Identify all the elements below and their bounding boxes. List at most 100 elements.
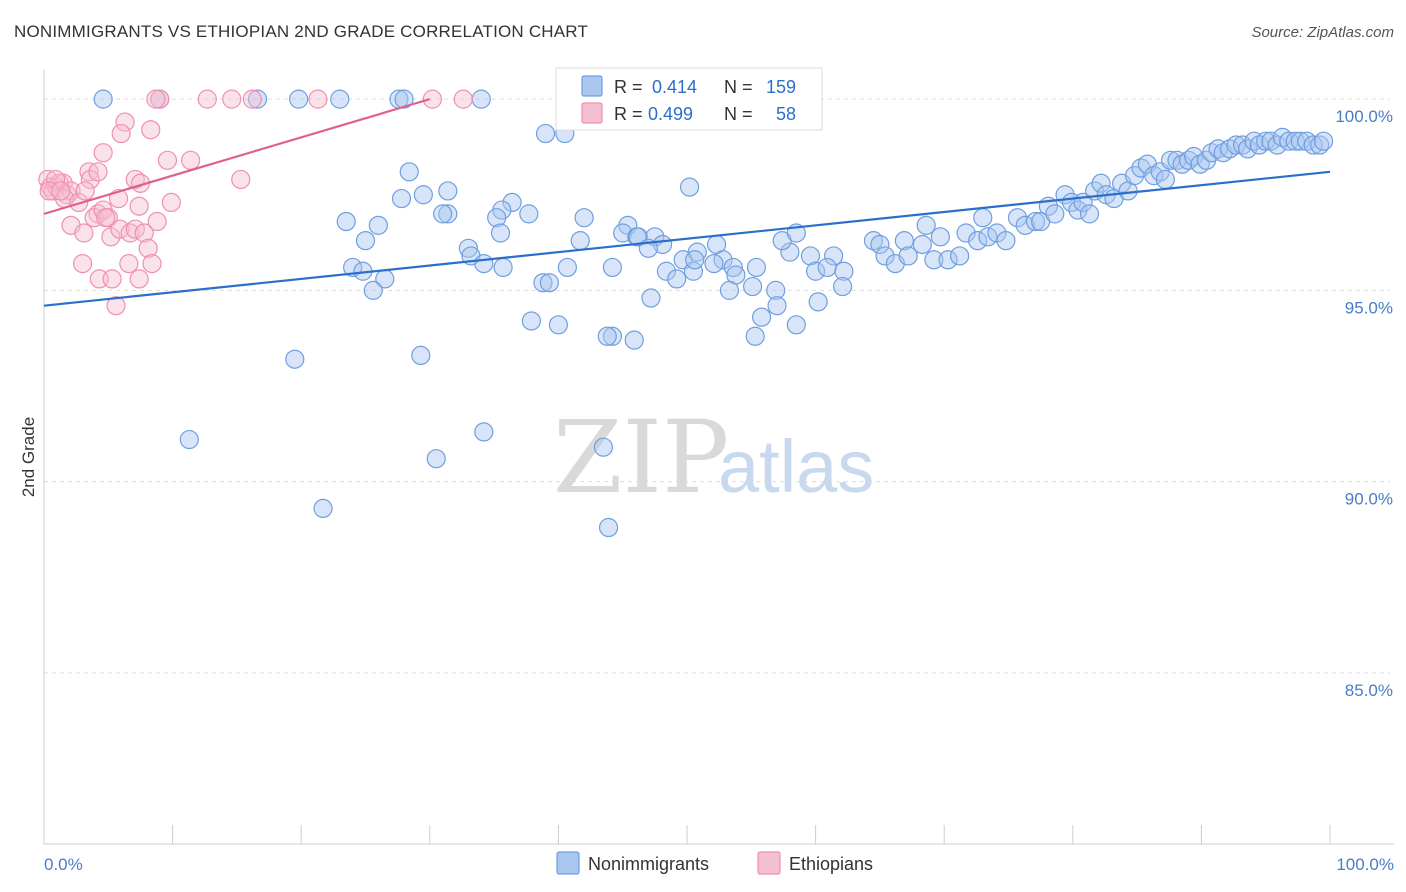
legend-n-value-2: 58 <box>776 104 796 124</box>
x-tick-label-max: 100.0% <box>1336 855 1394 874</box>
series-ethiopians <box>38 89 473 316</box>
x-tick-label-min: 0.0% <box>44 855 83 874</box>
legend-swatch-nonimmigrants <box>581 75 603 97</box>
point-ethiopians-35 <box>161 192 181 212</box>
point-ethiopians-49 <box>119 254 139 274</box>
point-ethiopians-39 <box>147 211 167 232</box>
point-nonimmigrants-9 <box>535 123 556 144</box>
point-ethiopians-27 <box>61 181 81 201</box>
point-nonimmigrants-35 <box>533 273 553 293</box>
point-nonimmigrants-124 <box>1285 131 1305 151</box>
point-nonimmigrants-134 <box>745 326 765 346</box>
point-nonimmigrants-80 <box>1007 208 1028 228</box>
point-ethiopians-9 <box>111 123 131 144</box>
point-nonimmigrants-57 <box>805 261 826 281</box>
chart-title: NONIMMIGRANTS VS ETHIOPIAN 2ND GRADE COR… <box>14 22 589 41</box>
point-nonimmigrants-143 <box>685 250 705 270</box>
point-nonimmigrants-116 <box>1238 139 1258 159</box>
point-ethiopians-16 <box>88 162 108 182</box>
point-nonimmigrants-49 <box>641 288 661 308</box>
point-ethiopians-15 <box>80 169 100 190</box>
point-nonimmigrants-14 <box>519 204 539 224</box>
point-nonimmigrants-34 <box>363 280 383 300</box>
point-ethiopians-34 <box>129 196 149 216</box>
point-nonimmigrants-153 <box>598 517 619 538</box>
point-nonimmigrants-129 <box>1313 131 1334 151</box>
bottom-legend-label-nonimmigrants: Nonimmigrants <box>588 854 709 874</box>
point-ethiopians-57 <box>51 181 71 201</box>
bottom-legend-swatch-ethiopians <box>757 851 781 875</box>
point-ethiopians-19 <box>231 169 251 190</box>
point-nonimmigrants-38 <box>602 257 623 278</box>
point-ethiopians-41 <box>74 223 94 243</box>
point-ethiopians-1 <box>146 89 166 109</box>
point-nonimmigrants-0 <box>93 89 113 109</box>
point-ethiopians-5 <box>308 89 328 109</box>
chart-source: Source: ZipAtlas.com <box>1251 24 1394 41</box>
point-nonimmigrants-53 <box>780 242 800 262</box>
point-nonimmigrants-152 <box>313 498 333 518</box>
point-ethiopians-2 <box>197 89 217 109</box>
point-nonimmigrants-151 <box>426 449 446 469</box>
legend-r-value-1: 0.414 <box>652 77 697 97</box>
point-nonimmigrants-115 <box>1232 135 1253 155</box>
point-nonimmigrants-18 <box>336 211 356 232</box>
point-nonimmigrants-141 <box>597 326 617 346</box>
point-nonimmigrants-3 <box>289 89 309 109</box>
point-ethiopians-7 <box>453 89 473 109</box>
point-nonimmigrants-45 <box>723 257 743 278</box>
point-nonimmigrants-65 <box>894 231 914 251</box>
point-nonimmigrants-156 <box>433 204 453 224</box>
point-nonimmigrants-64 <box>875 246 895 266</box>
point-ethiopians-56 <box>39 181 59 201</box>
point-nonimmigrants-147 <box>411 345 431 365</box>
point-ethiopians-28 <box>45 169 66 190</box>
point-nonimmigrants-82 <box>1025 211 1046 232</box>
point-nonimmigrants-13 <box>502 192 522 212</box>
point-ethiopians-50 <box>129 269 149 289</box>
point-nonimmigrants-145 <box>667 269 687 289</box>
point-nonimmigrants-29 <box>474 254 494 274</box>
point-ethiopians-55 <box>96 208 116 228</box>
point-nonimmigrants-97 <box>1124 166 1145 186</box>
watermark: ZIP atlas <box>553 399 874 516</box>
point-ethiopians-17 <box>125 169 145 190</box>
point-nonimmigrants-148 <box>179 429 199 450</box>
point-nonimmigrants-150 <box>593 437 614 457</box>
point-nonimmigrants-102 <box>1155 169 1175 190</box>
point-ethiopians-53 <box>102 269 122 289</box>
bottom-legend-swatch-nonimmigrants <box>556 851 580 875</box>
point-nonimmigrants-20 <box>355 231 376 251</box>
point-nonimmigrants-51 <box>742 276 763 297</box>
point-nonimmigrants-71 <box>930 227 950 247</box>
point-nonimmigrants-61 <box>833 276 853 297</box>
point-nonimmigrants-107 <box>1184 146 1204 167</box>
point-nonimmigrants-2 <box>247 89 268 109</box>
point-nonimmigrants-12 <box>391 188 412 209</box>
point-nonimmigrants-60 <box>834 261 854 281</box>
point-nonimmigrants-79 <box>996 231 1016 251</box>
point-nonimmigrants-42 <box>687 242 707 262</box>
trend-line-nonimmigrants <box>43 170 1331 307</box>
point-ethiopians-46 <box>134 223 154 243</box>
point-nonimmigrants-25 <box>613 223 633 243</box>
point-nonimmigrants-136 <box>808 292 828 312</box>
point-nonimmigrants-68 <box>912 234 932 255</box>
point-nonimmigrants-125 <box>1290 131 1311 151</box>
legend-r-value-2: 0.499 <box>648 104 693 124</box>
trend-line-ethiopians <box>43 98 431 215</box>
point-ethiopians-10 <box>141 120 161 140</box>
point-nonimmigrants-10 <box>399 162 419 182</box>
bottom-legend-label-ethiopians: Ethiopians <box>789 854 873 874</box>
point-nonimmigrants-85 <box>1045 204 1065 224</box>
point-nonimmigrants-139 <box>602 326 623 346</box>
point-ethiopians-3 <box>222 89 242 109</box>
point-nonimmigrants-128 <box>1310 135 1330 155</box>
point-ethiopians-8 <box>115 112 135 132</box>
point-nonimmigrants-30 <box>493 257 513 278</box>
legend-n-label-1: N = <box>724 77 753 97</box>
point-nonimmigrants-127 <box>1303 135 1323 155</box>
point-nonimmigrants-146 <box>285 349 305 369</box>
point-nonimmigrants-131 <box>438 181 458 201</box>
